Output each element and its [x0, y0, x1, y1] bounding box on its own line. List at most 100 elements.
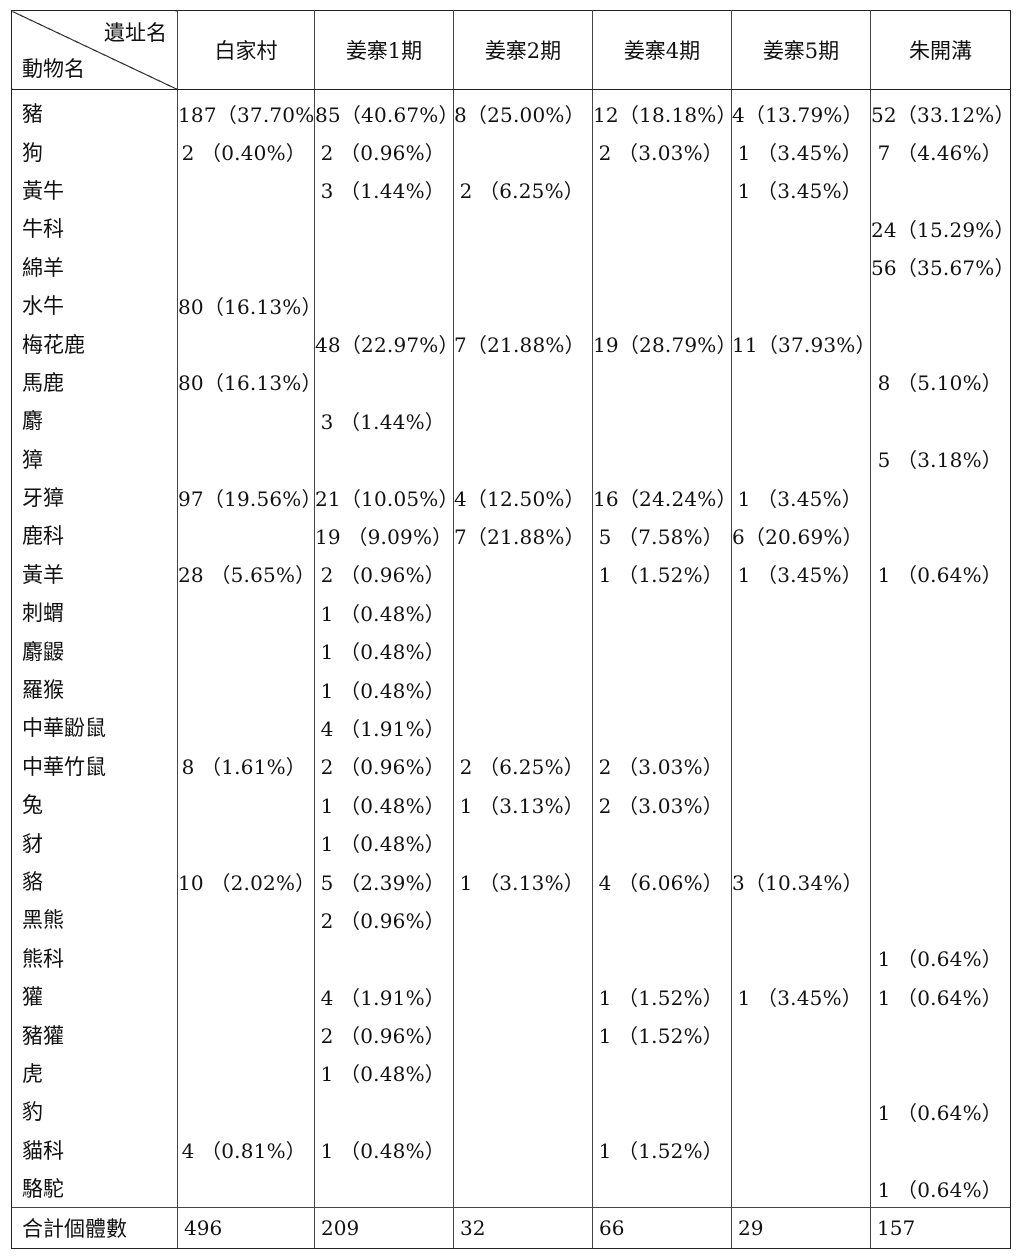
table-row: 熊科 1 （0.64%）: [11, 938, 1011, 977]
count-cell: 1 （0.48%）: [314, 1053, 454, 1093]
count-cell: [592, 209, 732, 248]
count-cell: [177, 708, 315, 747]
count-cell: 2 （6.25%）: [453, 170, 593, 210]
count-cell: 1 （0.64%）: [870, 1092, 1011, 1131]
table-row: 豺 1 （0.48%）: [11, 823, 1011, 862]
count-cell: [314, 285, 454, 325]
count-cell: 19 （9.09%）: [314, 516, 454, 555]
count-cell: [592, 439, 732, 478]
count-cell: [453, 1015, 593, 1054]
table-body: 豬187（37.70%）85（40.67%）8（25.00%）12（18.18%…: [11, 89, 1011, 1208]
count-cell: 3 （1.44%）: [314, 170, 454, 210]
count-cell: 1 （3.13%）: [453, 785, 593, 824]
total-label: 合計個體數: [11, 1207, 178, 1250]
count-cell: [870, 708, 1011, 747]
count-cell: [870, 631, 1011, 670]
table-row: 豬187（37.70%）85（40.67%）8（25.00%）12（18.18%…: [11, 89, 1011, 133]
count-cell: 56（35.67%）: [870, 247, 1011, 286]
count-cell: [731, 285, 871, 325]
count-cell: [592, 593, 732, 632]
count-cell: [177, 516, 315, 555]
count-cell: [314, 1168, 454, 1208]
animal-name-cell: 黃牛: [11, 170, 178, 210]
count-cell: [592, 170, 732, 210]
count-cell: 16（24.24%）: [592, 477, 732, 517]
count-cell: 1 （0.64%）: [870, 1168, 1011, 1208]
count-cell: [592, 401, 732, 440]
count-cell: 2 （3.03%）: [592, 746, 732, 786]
count-cell: [177, 593, 315, 632]
table-row: 豹 1 （0.64%）: [11, 1092, 1011, 1131]
count-cell: [453, 593, 593, 632]
count-cell: [870, 477, 1011, 517]
count-cell: [177, 669, 315, 709]
count-cell: [314, 439, 454, 478]
count-cell: [731, 401, 871, 440]
total-cell: 209: [314, 1207, 454, 1250]
total-cell: 496: [177, 1207, 315, 1250]
site-header: 姜寨4期: [592, 10, 732, 90]
count-cell: [870, 823, 1011, 862]
site-header: 姜寨5期: [731, 10, 871, 90]
count-cell: [177, 785, 315, 824]
count-cell: 5 （2.39%）: [314, 861, 454, 901]
table-row: 羅猴 1 （0.48%）: [11, 669, 1011, 709]
count-cell: [177, 1092, 315, 1131]
count-cell: [177, 1015, 315, 1054]
site-header: 白家村: [177, 10, 315, 90]
count-cell: 7 （4.46%）: [870, 132, 1011, 171]
count-cell: [177, 1168, 315, 1208]
count-cell: [731, 1168, 871, 1208]
animal-name-cell: 麝鼹: [11, 631, 178, 670]
count-cell: 2 （0.96%）: [314, 746, 454, 786]
count-cell: 1 （0.64%）: [870, 976, 1011, 1016]
count-cell: 4 （0.81%）: [177, 1130, 315, 1169]
animal-name-cell: 馬鹿: [11, 362, 178, 402]
count-cell: [453, 669, 593, 709]
count-cell: [731, 1130, 871, 1169]
count-cell: [870, 593, 1011, 632]
animal-name-cell: 梅花鹿: [11, 324, 178, 363]
count-cell: 1 （3.45%）: [731, 132, 871, 171]
animal-name-cell: 刺蝟: [11, 593, 178, 632]
animal-remains-table: 遺址名 動物名 白家村 姜寨1期 姜寨2期 姜寨4期 姜寨5期 朱開溝 豬 187…: [11, 10, 1011, 1250]
count-cell: 1 （0.48%）: [314, 593, 454, 632]
table-row: 獾 4 （1.91%） 1 （1.52%） 1 （3.45%） 1 （0.64%）: [11, 976, 1011, 1016]
count-cell: 5 （3.18%）: [870, 439, 1011, 478]
animal-name-cell: 水牛: [11, 285, 178, 325]
total-cell: 157: [870, 1207, 1011, 1250]
count-cell: 85（40.67%）: [314, 89, 454, 133]
count-cell: [314, 938, 454, 977]
table-row: 虎 1 （0.48%）: [11, 1053, 1011, 1093]
count-cell: 11（37.93%）: [731, 324, 871, 363]
animal-name-cell: 綿羊: [11, 247, 178, 286]
table-row: 駱駝 1 （0.64%）: [11, 1168, 1011, 1208]
count-cell: 8 （5.10%）: [870, 362, 1011, 402]
header-row: 遺址名 動物名 白家村 姜寨1期 姜寨2期 姜寨4期 姜寨5期 朱開溝: [11, 10, 1011, 90]
count-cell: 19（28.79%）: [592, 324, 732, 363]
count-cell: 2 （0.96%）: [314, 132, 454, 171]
total-row: 合計個體數 496 209 32 66 29 157: [11, 1207, 1011, 1250]
table-row: 獐 5 （3.18%）: [11, 439, 1011, 478]
animal-name-cell: 牙獐: [11, 477, 178, 517]
count-cell: [870, 900, 1011, 939]
animal-name-cell: 貓科: [11, 1130, 178, 1169]
count-cell: 2 （0.96%）: [314, 900, 454, 939]
table-row: 兔 1 （0.48%） 1 （3.13%） 2 （3.03%）: [11, 785, 1011, 824]
table-row: 中華竹鼠 8 （1.61%） 2 （0.96%） 2 （6.25%） 2 （3.03%）: [11, 746, 1011, 786]
count-cell: [453, 823, 593, 862]
count-cell: [731, 362, 871, 402]
count-cell: [731, 938, 871, 977]
count-cell: 1 （1.52%）: [592, 976, 732, 1016]
count-cell: [870, 1130, 1011, 1169]
corner-header: 遺址名 動物名: [11, 10, 178, 90]
count-cell: 4 （1.91%）: [314, 976, 454, 1016]
animal-name-cell: 豹: [11, 1092, 178, 1131]
total-cell: 29: [731, 1207, 871, 1250]
count-cell: [177, 324, 315, 363]
table-row: 梅花鹿 48（22.97%） 7（21.88%） 19（28.79%） 11（37.93…: [11, 324, 1011, 363]
count-cell: 3（10.34%）: [731, 861, 871, 901]
table-row: 水牛 80（16.13%）: [11, 285, 1011, 325]
animal-name-cell: 鹿科: [11, 516, 178, 555]
